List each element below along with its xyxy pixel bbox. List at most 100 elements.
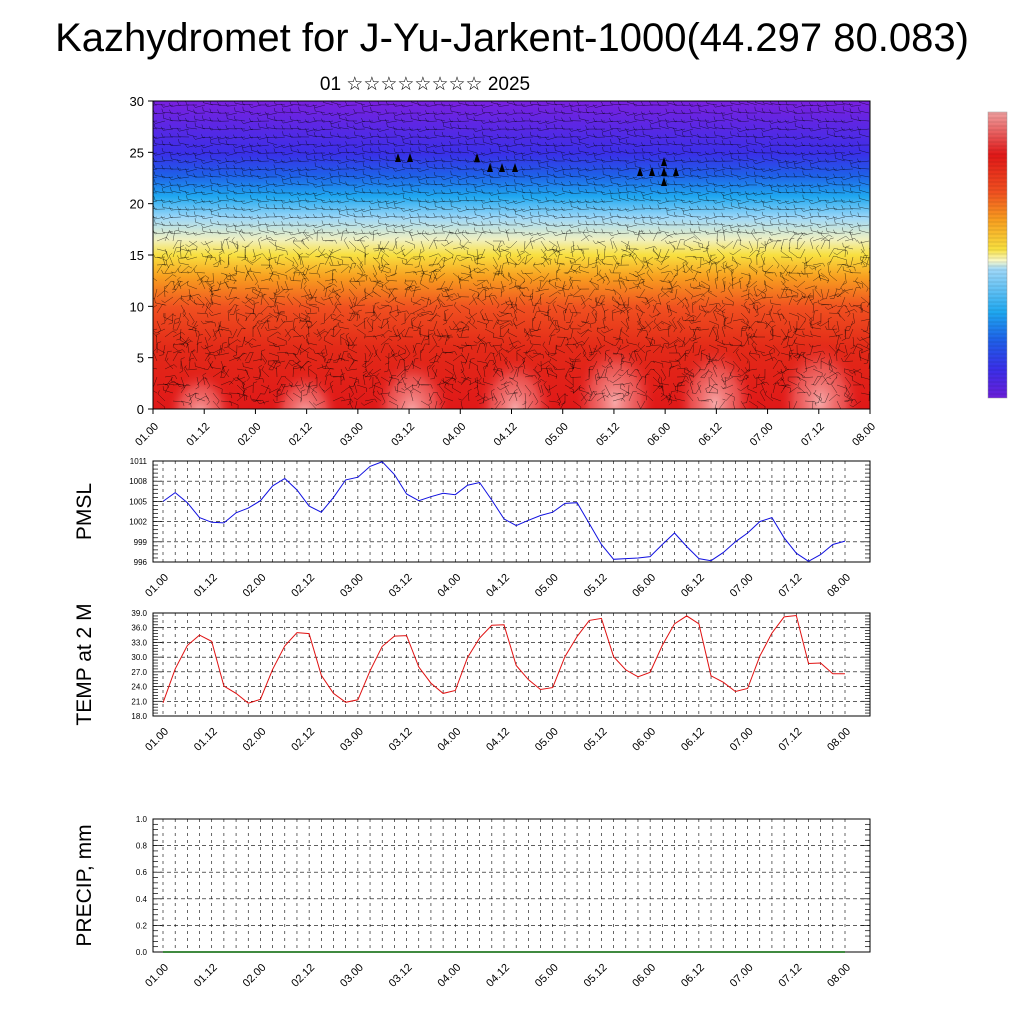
x-tick-label: 05.12 <box>582 572 610 600</box>
x-tick-label: 02.12 <box>287 421 315 449</box>
x-tick-label: 03.12 <box>387 962 415 990</box>
wind-pennant <box>487 163 493 172</box>
x-tick-label: 08.00 <box>850 421 878 449</box>
y-tick-label: 21.0 <box>131 697 147 706</box>
x-tick-label: 04.00 <box>435 572 463 600</box>
wind-pennant <box>395 153 401 162</box>
y-tick-label: 39.0 <box>131 609 147 618</box>
x-tick-label: 01.00 <box>143 962 171 990</box>
x-tick-label: 03.00 <box>338 962 366 990</box>
wind-pennant <box>661 157 667 166</box>
y-tick-label: 0.0 <box>136 948 148 957</box>
x-tick-label: 08.00 <box>825 726 853 754</box>
y-tick-label: 0.4 <box>136 895 148 904</box>
wind-pennant <box>661 177 667 186</box>
x-tick-label: 04.00 <box>435 962 463 990</box>
x-tick-label: 07.12 <box>776 572 804 600</box>
x-tick-label: 05.12 <box>594 421 622 449</box>
x-tick-label: 01.12 <box>192 572 220 600</box>
profile-panel: 0 5 10 15 20 25 30 01.00 01.12 02.00 02.12 03.00 03… <box>130 94 879 449</box>
x-tick-label: 04.12 <box>484 726 512 754</box>
x-tick-label: 06.00 <box>630 726 658 754</box>
x-tick-label: 07.12 <box>799 421 827 449</box>
x-tick-label: 04.00 <box>435 726 463 754</box>
y-tick-label: 1008 <box>129 477 147 486</box>
x-tick-label: 02.12 <box>289 572 317 600</box>
wind-barb-field <box>153 101 870 409</box>
plot-frame <box>152 460 871 563</box>
x-tick-label: 05.12 <box>582 726 610 754</box>
x-tick-label: 07.00 <box>748 421 776 449</box>
x-tick-label: 03.12 <box>389 421 417 449</box>
chart-title: Kazhydromet for J-Yu-Jarkent-1000(44.297… <box>55 16 969 60</box>
x-tick-label: 07.00 <box>728 962 756 990</box>
x-tick-label: 06.00 <box>645 421 673 449</box>
x-tick-label: 06.12 <box>679 572 707 600</box>
y-tick-label: 25 <box>130 145 144 160</box>
warm-surface-blobs <box>165 328 862 409</box>
y-tick-label: 1.0 <box>136 815 148 824</box>
wind-barbs <box>153 101 870 409</box>
y-tick-label: 1011 <box>130 457 148 466</box>
colorbar <box>987 111 1008 399</box>
x-tick-label: 02.00 <box>241 572 269 600</box>
y-tick-label: 0 <box>137 402 144 417</box>
wind-pennant <box>673 167 679 176</box>
x-tick-label: 02.00 <box>241 962 269 990</box>
x-tick-label: 03.12 <box>387 726 415 754</box>
x-tick-label: 06.00 <box>630 572 658 600</box>
x-tick-label: 01.00 <box>133 421 161 449</box>
y-tick-label: 1005 <box>129 497 147 506</box>
series-line <box>162 461 846 562</box>
y-axis-label: PMSL <box>73 483 96 540</box>
y-tick-label: 30.0 <box>131 653 147 662</box>
y-tick-label: 0.8 <box>136 842 148 851</box>
pmsl-panel: 996 999 1002 1005 1008 1011 01.00 01.12 02.00 02.… <box>73 457 871 600</box>
wind-pennant <box>661 167 667 176</box>
series-line <box>162 614 845 704</box>
x-tick-label: 08.00 <box>825 572 853 600</box>
x-tick-label: 04.12 <box>492 421 520 449</box>
x-tick-label: 03.12 <box>387 572 415 600</box>
y-tick-label: 24.0 <box>131 683 147 692</box>
x-tick-label: 06.00 <box>630 962 658 990</box>
wind-pennant <box>512 163 518 172</box>
y-axis-label: TEMP at 2 M <box>73 603 96 725</box>
x-tick-label: 05.00 <box>543 421 571 449</box>
x-tick-label: 06.12 <box>697 421 725 449</box>
x-tick-label: 04.12 <box>484 572 512 600</box>
x-tick-label: 05.00 <box>533 572 561 600</box>
y-tick-label: 30 <box>130 94 144 109</box>
wind-pennant <box>637 167 643 176</box>
x-tick-label: 04.12 <box>484 962 512 990</box>
y-tick-label: 27.0 <box>131 668 147 677</box>
x-tick-label: 03.00 <box>338 726 366 754</box>
x-tick-label: 01.00 <box>143 572 171 600</box>
x-tick-label: 03.00 <box>338 572 366 600</box>
x-tick-label: 07.12 <box>776 726 804 754</box>
y-tick-label: 18.0 <box>131 712 147 721</box>
x-tick-label: 07.00 <box>728 572 756 600</box>
temp-panel: 18.0 21.0 24.0 27.0 30.0 33.0 36.0 39.0 01.00 01.… <box>73 603 871 754</box>
y-tick-label: 15 <box>130 248 144 263</box>
wind-pennant <box>499 163 505 172</box>
y-axis-label: PRECIP, mm <box>73 824 96 946</box>
precip-panel: 0.0 0.2 0.4 0.6 0.8 1.0 01.00 01.12 02.00 02.12 03… <box>73 815 871 990</box>
y-tick-label: 0.2 <box>136 921 148 930</box>
x-tick-label: 05.00 <box>533 726 561 754</box>
x-tick-label: 01.12 <box>192 962 220 990</box>
wind-pennant <box>474 153 480 162</box>
x-tick-label: 05.12 <box>582 962 610 990</box>
y-tick-label: 10 <box>130 299 144 314</box>
x-tick-label: 08.00 <box>825 962 853 990</box>
x-tick-label: 03.00 <box>338 421 366 449</box>
colorbar-levels <box>988 113 1007 395</box>
x-tick-label: 01.00 <box>143 726 171 754</box>
x-tick-label: 02.12 <box>289 962 317 990</box>
y-tick-label: 33.0 <box>131 638 147 647</box>
x-tick-label: 02.12 <box>289 726 317 754</box>
profile-x-axis: 01.00 01.12 02.00 02.12 03.00 03.12 04.00 04.12… <box>133 409 878 449</box>
x-tick-label: 06.12 <box>679 962 707 990</box>
x-tick-label: 07.12 <box>776 962 804 990</box>
